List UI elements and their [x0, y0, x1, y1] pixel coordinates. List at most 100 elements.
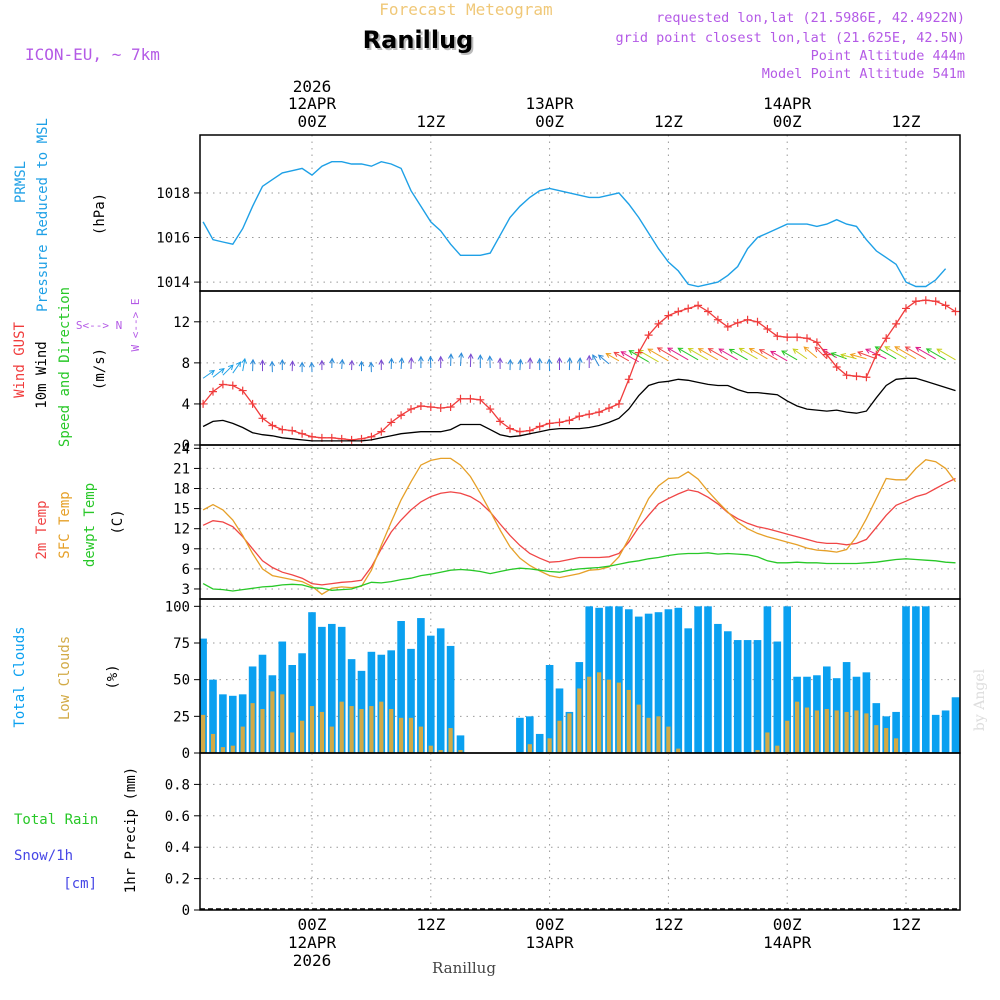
total-cloud-bar — [902, 606, 910, 753]
gust-marker — [654, 319, 663, 328]
gust-marker — [921, 296, 930, 305]
pressure-ytick-label: 1016 — [156, 231, 190, 247]
temperature-ytick-label: 15 — [173, 502, 190, 518]
low-cloud-bar — [230, 745, 235, 753]
gust-marker — [832, 362, 841, 371]
wind-arrow — [578, 358, 581, 371]
gust-marker — [852, 372, 861, 381]
total-cloud-bar — [535, 733, 544, 753]
total-cloud-bar — [654, 612, 663, 753]
low-cloud-bar — [656, 716, 661, 753]
gust-marker — [209, 387, 217, 396]
wind-arrow — [915, 346, 936, 360]
wind-arrow-head — [803, 346, 810, 352]
gust-marker — [684, 304, 693, 313]
total-cloud-bar — [456, 735, 465, 753]
wind-arrow-head — [936, 348, 943, 354]
wind-arrow — [792, 348, 808, 360]
total-cloud-bar — [516, 717, 524, 753]
gust-marker — [723, 322, 732, 331]
total-cloud-bar — [446, 645, 455, 753]
sfc_temp-line — [202, 457, 957, 596]
low-cloud-bar — [646, 717, 651, 753]
gust-marker — [614, 399, 623, 408]
wind-arrow-head — [840, 352, 847, 359]
low-cloud-bar — [359, 709, 364, 753]
clouds-plot-area — [200, 606, 960, 753]
precip-label-1: Snow/1h — [14, 848, 73, 864]
bottom-time-label: 12Z — [892, 915, 921, 934]
pressure-label-full: Pressure Reduced to MSL — [35, 118, 51, 312]
low-cloud-bar — [567, 713, 572, 753]
model-label: ICON-EU, ~ 7km — [25, 45, 160, 64]
total-cloud-bar — [625, 609, 633, 753]
wind-arrow-head — [427, 355, 434, 362]
wind-arrow — [875, 346, 897, 360]
gust-marker — [248, 399, 257, 408]
wind-arrow — [905, 346, 927, 360]
low-cloud-bar — [309, 706, 315, 753]
low-cloud-bar — [874, 725, 879, 753]
total-cloud-bar — [753, 640, 762, 753]
low-cloud-bar — [290, 732, 295, 753]
bottom-time-label: 14APR — [763, 933, 812, 952]
total-cloud-bar — [615, 606, 623, 753]
total-cloud-bar — [318, 626, 326, 753]
precip-ytick-label: 0.8 — [165, 777, 190, 793]
wind-compass: W <--> E S<--> N — [76, 299, 142, 352]
wind-arrow — [667, 347, 689, 361]
gust-marker — [902, 304, 910, 313]
top-time-label: 14APR — [763, 94, 812, 113]
gust-marker — [585, 410, 594, 419]
total-cloud-bar — [674, 607, 683, 753]
precip-ytick-label: 0.2 — [165, 872, 190, 888]
gust-marker — [664, 311, 673, 320]
pressure-panel: 1014 1016 1018 PRMSL Pressure Reduced to MSL… — [13, 118, 961, 312]
gust-marker — [575, 412, 584, 421]
gust-marker — [337, 434, 346, 443]
low-cloud-bar — [804, 707, 810, 753]
wind-arrow-head — [814, 346, 821, 353]
wind-arrow — [759, 349, 778, 361]
total-cloud-bar — [951, 697, 960, 753]
temperature-plot-area — [202, 457, 957, 596]
gust-marker — [377, 427, 386, 436]
wind-arrow-head — [667, 347, 673, 353]
low-cloud-bar — [201, 714, 206, 753]
wind-arrow-head — [707, 348, 714, 354]
total-cloud-bar — [862, 672, 871, 753]
precip-panel: 0 0.2 0.4 0.6 0.8 Total Rain Snow/1h [cm] 1hr Pr… — [14, 752, 961, 919]
wind-arrow — [739, 347, 758, 360]
bottom-time-label: 2026 — [293, 951, 332, 970]
wind-arrow-head — [677, 347, 684, 353]
gust-marker — [892, 319, 901, 328]
top-time-label: 12Z — [654, 112, 683, 131]
wind-arrow-head — [904, 346, 911, 352]
gust-marker — [773, 332, 782, 341]
precip-ytick-label: 0.4 — [165, 840, 190, 856]
total-cloud-bar — [644, 613, 653, 753]
wind-arrow — [657, 347, 679, 361]
total-cloud-bar — [694, 606, 702, 753]
total-cloud-bar — [526, 716, 534, 753]
wind-arrow — [781, 350, 798, 361]
total-cloud-bar — [743, 640, 752, 753]
compass-sn: S<--> N — [76, 319, 122, 332]
wind-arrow-head — [241, 357, 247, 364]
gust-marker — [515, 427, 524, 436]
wind-arrow — [400, 358, 403, 370]
low-cloud-bar — [408, 717, 414, 753]
wind-arrow-head — [792, 348, 799, 354]
total-cloud-bar — [417, 618, 425, 753]
wind-arrow — [460, 353, 462, 366]
total-cloud-bar — [397, 621, 405, 753]
gust-marker — [238, 386, 247, 395]
wind-speed-line — [202, 377, 956, 442]
total-cloud-bar — [200, 638, 207, 753]
gust-marker — [268, 421, 277, 430]
top-time-label: 00Z — [773, 112, 802, 131]
temp-label-1: SFC Temp — [57, 491, 73, 558]
temperature-ytick-label: 6 — [182, 562, 190, 578]
low-cloud-bar — [418, 726, 423, 753]
gust-marker — [743, 315, 752, 324]
